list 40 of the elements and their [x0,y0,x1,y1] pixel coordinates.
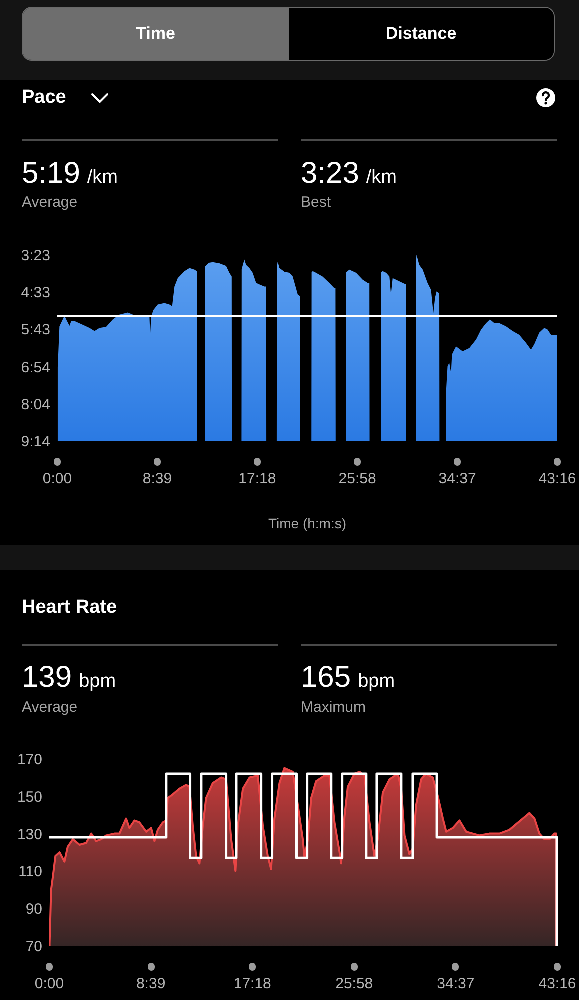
chart-title: Pace [22,87,66,109]
text: bpm [358,671,396,692]
x-tick-label: 0:00 [42,470,72,488]
text: /km [87,167,118,188]
x-axis-title: Time (h:m:s) [268,516,347,532]
y-tick-label: 110 [18,864,42,881]
y-tick-label: 9:14 [21,434,50,450]
text: 139 [22,661,72,694]
y-tick-label: 170 [17,752,42,768]
chart-title: Heart Rate [22,597,118,619]
text: 3:23 [301,157,360,190]
y-tick-label: 5:43 [21,322,50,339]
y-tick-label: 90 [26,901,42,918]
x-tick-label: 8:39 [142,470,172,488]
y-tick-label: 4:33 [21,284,50,302]
text: 165 [301,661,352,694]
x-tick-label: 17:18 [234,976,272,992]
x-tick-label: 25:58 [338,470,376,488]
text: /km [366,167,397,188]
x-tick-label: 43:16 [538,976,576,992]
y-tick-label: 130 [17,826,42,844]
y-tick-label: 8:04 [21,396,50,414]
x-tick-label: 25:58 [336,976,374,992]
text: 5:19 [22,157,80,190]
x-tick-label: 43:16 [538,470,576,488]
text: bpm [79,671,116,692]
text: Maximum [301,699,366,716]
segmented-control: Time Distance [22,7,555,61]
y-tick-label: 6:54 [21,359,50,376]
x-tick-label: 0:00 [34,976,64,992]
text: Average [22,194,78,211]
x-tick-label: 34:37 [437,976,475,992]
y-tick-label: 70 [26,938,42,956]
y-tick-label: 3:23 [21,248,50,264]
x-tick-label: 34:37 [438,470,476,488]
text: Average [22,699,78,716]
x-tick-label: 8:39 [136,976,166,992]
x-tick-label: 17:18 [238,470,276,488]
y-tick-label: 150 [17,788,42,806]
text: Best [301,194,332,211]
